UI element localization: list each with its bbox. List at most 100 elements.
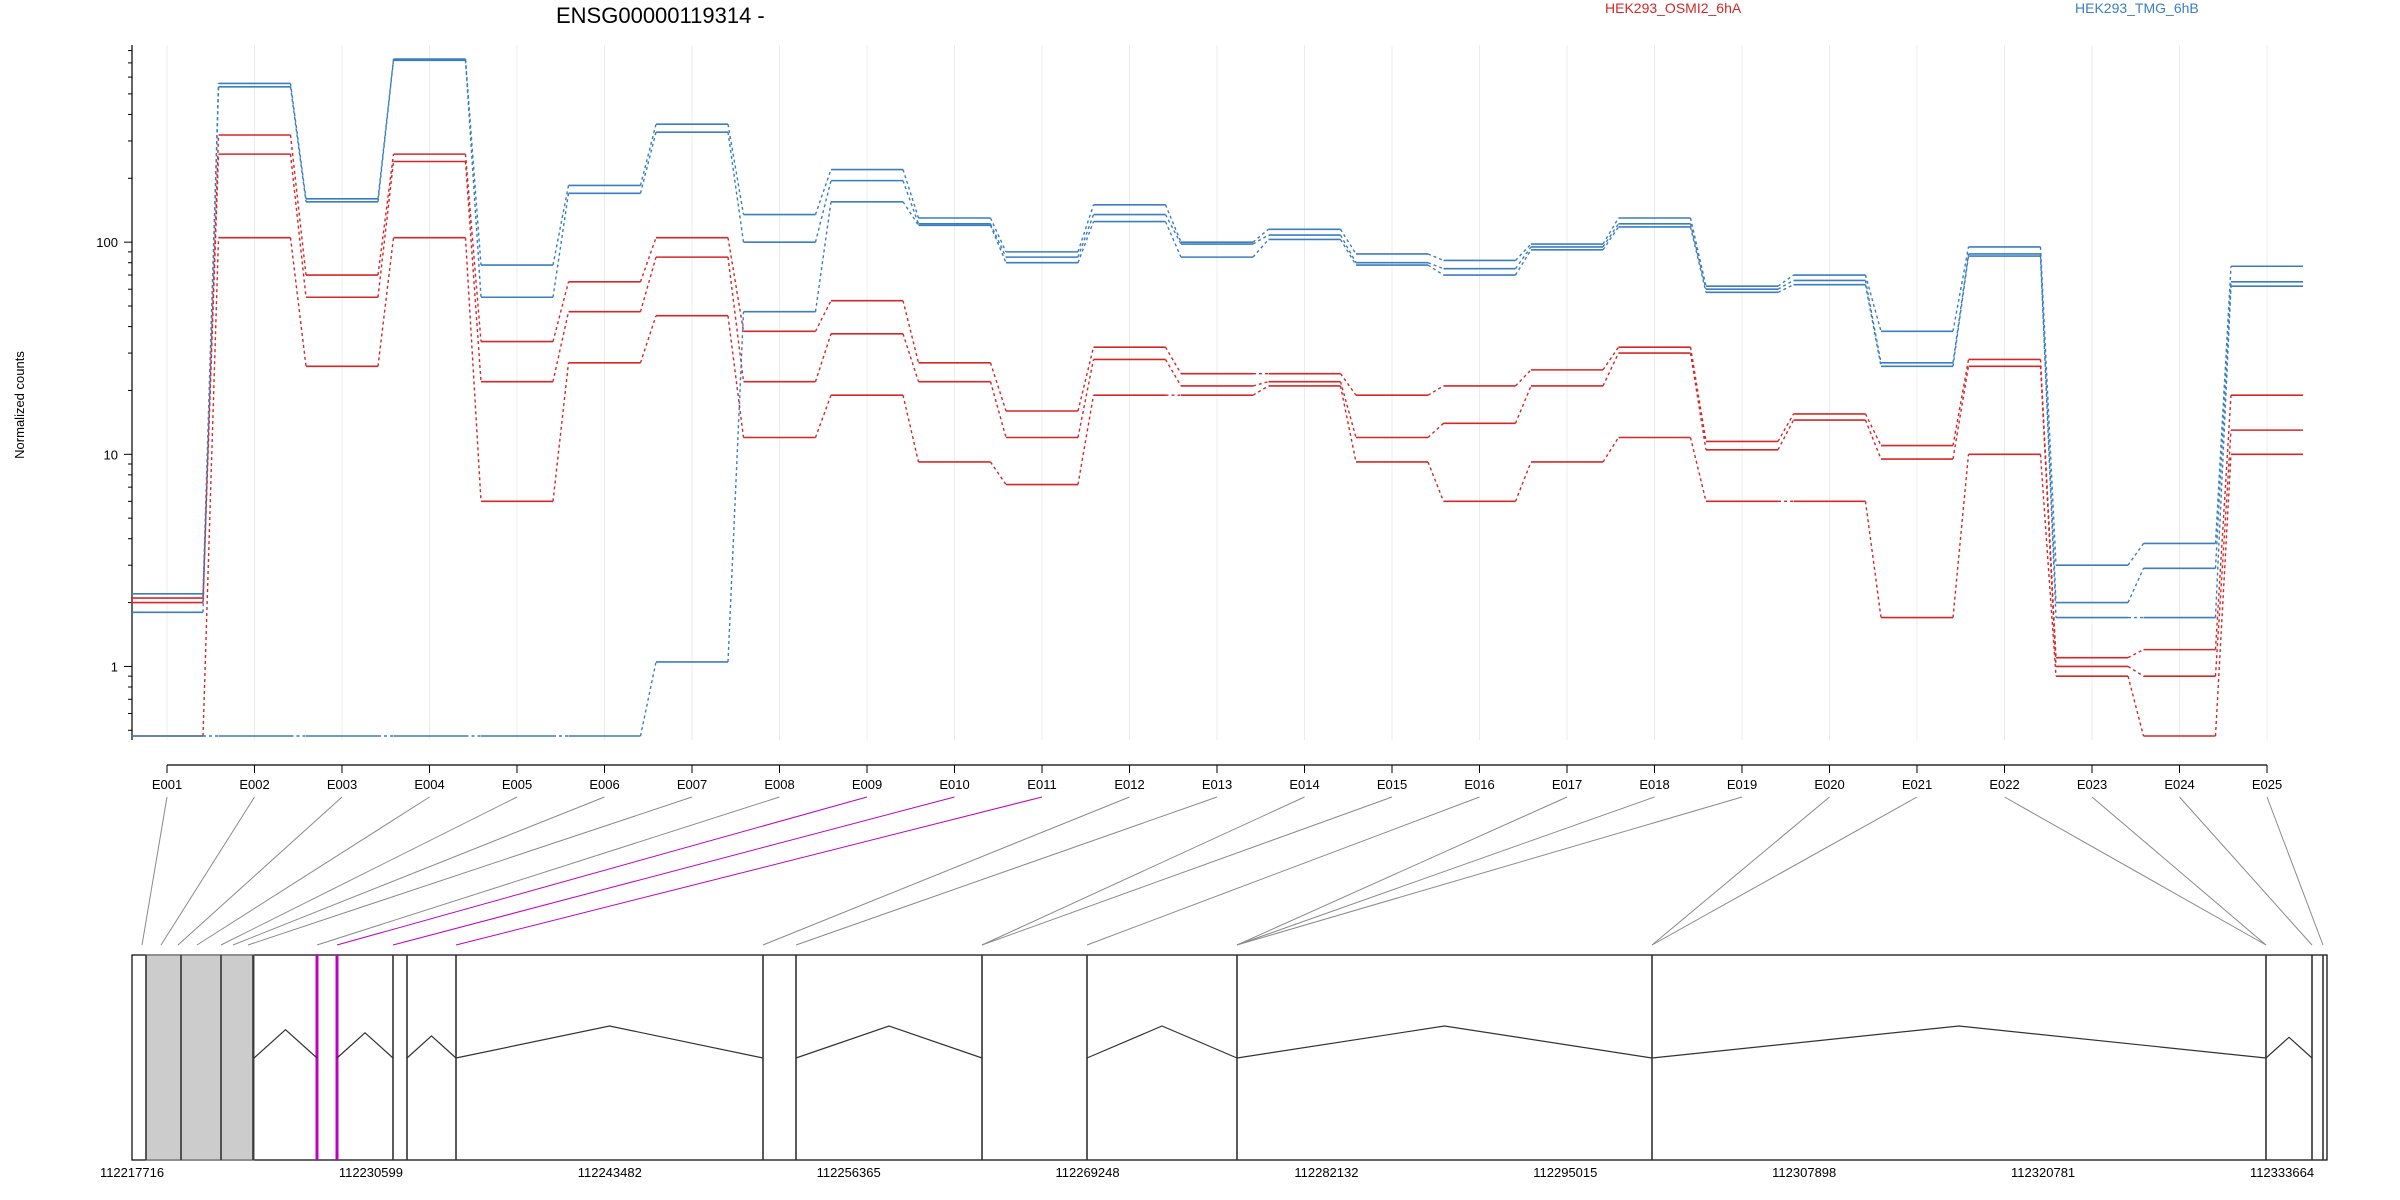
- exon-connector: [247, 796, 693, 946]
- data-transition: [1339, 228, 1357, 255]
- data-transition: [2127, 649, 2144, 659]
- data-transition: [552, 185, 570, 266]
- data-transition: [1077, 204, 1095, 253]
- data-transition: [1777, 274, 1794, 287]
- x-tick-label: E005: [502, 777, 532, 792]
- data-transition: [1952, 255, 1970, 367]
- data-transition: [1952, 359, 1970, 446]
- data-transition: [1427, 461, 1445, 502]
- data-transition: [727, 257, 745, 382]
- exon-connector: [232, 796, 605, 946]
- series-4: [131, 58, 2303, 595]
- data-transition: [1164, 359, 1182, 387]
- vertical-grid: [166, 45, 2268, 740]
- data-transition: [1339, 385, 1357, 463]
- y-axis-label: Normalized counts: [12, 351, 27, 459]
- series-5: [131, 59, 2303, 614]
- gene-model: 112217716 112230599 112243482 112256365 1122…: [100, 954, 2328, 1180]
- data-transition: [1514, 246, 1532, 270]
- exon-connector: [141, 796, 168, 946]
- genomic-tick-label: 112320781: [2011, 1165, 2075, 1180]
- data-transition: [1777, 419, 1795, 451]
- data-transition: [1514, 249, 1532, 276]
- data-transition: [2039, 246, 2057, 566]
- data-transition: [814, 394, 832, 438]
- data-transition: [377, 154, 395, 276]
- x-tick-label: E019: [1727, 777, 1757, 792]
- axes: 1 10 100 E001 E002 E003 E004 E005 E006 E007 E008 E0…: [96, 45, 2282, 792]
- data-transition: [552, 193, 570, 298]
- x-tick-label: E018: [1639, 777, 1669, 792]
- data-transition: [1339, 373, 1357, 396]
- exon-connectors: [141, 796, 2324, 946]
- series-2: [131, 153, 2303, 677]
- data-transition: [1952, 454, 1970, 618]
- data-transition: [1602, 226, 1620, 251]
- series-3: [131, 236, 2303, 737]
- genomic-tick-label: 112282132: [1294, 1165, 1358, 1180]
- exon-connector: [2179, 796, 2313, 946]
- data-transition: [2127, 675, 2145, 737]
- data-transition: [289, 134, 307, 276]
- data-transition: [727, 132, 745, 243]
- data-transition: [1689, 223, 1707, 290]
- data-transition: [1602, 352, 1620, 387]
- data-transition: [989, 217, 1007, 253]
- data-transition: [289, 154, 307, 298]
- data-transition: [1514, 369, 1532, 387]
- genomic-tick-label: 112307898: [1772, 1165, 1836, 1180]
- data-transition: [2214, 266, 2232, 544]
- data-transition: [1339, 239, 1357, 266]
- data-transition: [2127, 568, 2145, 603]
- exon-block: [145, 954, 255, 1161]
- exon-connector: [1236, 796, 1568, 946]
- data-transition: [1777, 413, 1795, 442]
- data-transition: [814, 300, 832, 332]
- data-transition: [2214, 430, 2232, 677]
- data-transition: [1427, 262, 1444, 270]
- data-transition: [1514, 243, 1532, 261]
- data-transition: [1602, 223, 1620, 248]
- x-tick-label: E013: [1202, 777, 1232, 792]
- intron-link: [253, 1028, 318, 1059]
- x-tick-label: E012: [1114, 777, 1144, 792]
- y-tick-label: 100: [96, 235, 118, 250]
- data-transition: [1689, 217, 1707, 287]
- data-transition: [989, 381, 1007, 438]
- exon-connector: [316, 796, 780, 946]
- x-tick-label: E014: [1289, 777, 1319, 792]
- intron-link: [455, 1025, 764, 1059]
- data-transition: [1602, 217, 1620, 245]
- exon-connector: [1651, 796, 1830, 946]
- data-transition: [1077, 221, 1095, 263]
- data-transition: [989, 223, 1007, 258]
- data-transition: [639, 315, 657, 364]
- x-tick-label: E011: [1027, 777, 1056, 792]
- data-transition: [814, 201, 832, 312]
- exon-connector: [981, 796, 1305, 946]
- data-transition: [1689, 437, 1707, 502]
- x-tick-label: E020: [1814, 777, 1844, 792]
- data-transition: [1252, 238, 1270, 258]
- x-tick-label: E002: [239, 777, 269, 792]
- exon-connector: [392, 796, 955, 946]
- exon-connector: [455, 796, 1043, 946]
- x-tick-label: E024: [2164, 777, 2194, 792]
- exon-connector: [220, 796, 518, 946]
- data-transition: [1164, 221, 1182, 258]
- chart-title: ENSG00000119314 -: [556, 3, 765, 28]
- x-tick-label: E016: [1464, 777, 1494, 792]
- x-tick-label: E003: [327, 777, 357, 792]
- gene-model-frame: [131, 954, 2328, 1161]
- data-transition: [639, 131, 657, 194]
- exon-connector: [336, 796, 868, 946]
- x-tick-label: E007: [677, 777, 707, 792]
- data-transition: [902, 180, 920, 225]
- data-transition: [202, 154, 220, 599]
- intron-link: [336, 1031, 394, 1059]
- data-transition: [1864, 274, 1882, 332]
- x-tick-label: E021: [1902, 777, 1932, 792]
- genomic-tick-label: 112217716: [100, 1165, 164, 1180]
- data-transition: [377, 161, 395, 298]
- data-transition: [1427, 385, 1444, 396]
